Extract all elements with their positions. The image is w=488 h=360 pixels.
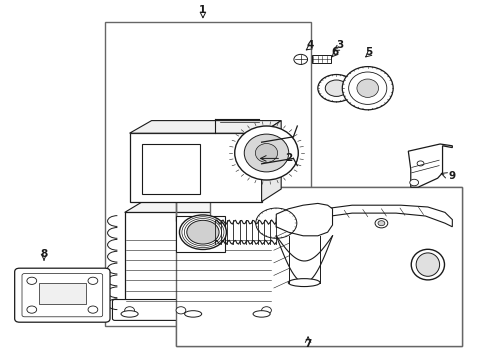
Circle shape bbox=[374, 219, 387, 228]
Ellipse shape bbox=[255, 144, 277, 162]
Circle shape bbox=[293, 54, 307, 64]
Text: 6: 6 bbox=[331, 47, 338, 57]
Circle shape bbox=[186, 220, 219, 244]
FancyBboxPatch shape bbox=[22, 274, 102, 317]
Ellipse shape bbox=[415, 253, 439, 276]
Text: 5: 5 bbox=[365, 47, 372, 57]
Bar bbox=[142, 144, 200, 194]
Ellipse shape bbox=[288, 279, 319, 287]
Polygon shape bbox=[129, 121, 281, 133]
Polygon shape bbox=[273, 196, 290, 304]
Circle shape bbox=[176, 307, 185, 314]
Polygon shape bbox=[129, 133, 261, 202]
Ellipse shape bbox=[410, 249, 444, 280]
FancyBboxPatch shape bbox=[112, 300, 285, 320]
Circle shape bbox=[88, 306, 98, 313]
Ellipse shape bbox=[356, 79, 378, 98]
Ellipse shape bbox=[253, 311, 270, 317]
Ellipse shape bbox=[184, 311, 201, 317]
Ellipse shape bbox=[121, 311, 138, 317]
Circle shape bbox=[325, 80, 347, 96]
Bar bbox=[311, 55, 330, 63]
Polygon shape bbox=[124, 212, 273, 304]
Ellipse shape bbox=[342, 67, 392, 110]
Polygon shape bbox=[261, 121, 281, 202]
Ellipse shape bbox=[234, 126, 298, 180]
Circle shape bbox=[377, 221, 384, 226]
Ellipse shape bbox=[348, 72, 386, 104]
Polygon shape bbox=[176, 187, 461, 346]
Polygon shape bbox=[276, 205, 451, 228]
Polygon shape bbox=[407, 144, 451, 187]
Text: 8: 8 bbox=[41, 249, 47, 259]
Circle shape bbox=[27, 306, 37, 313]
Text: 3: 3 bbox=[336, 40, 343, 50]
Polygon shape bbox=[124, 196, 290, 212]
Circle shape bbox=[124, 307, 134, 314]
Bar bbox=[39, 283, 85, 304]
Circle shape bbox=[27, 277, 37, 284]
Text: 7: 7 bbox=[304, 339, 311, 349]
Bar bbox=[176, 216, 224, 252]
Text: 2: 2 bbox=[285, 153, 291, 163]
Text: 9: 9 bbox=[448, 171, 455, 181]
Circle shape bbox=[261, 307, 271, 314]
Text: 4: 4 bbox=[306, 40, 314, 50]
Bar bbox=[105, 22, 310, 326]
Circle shape bbox=[88, 277, 98, 284]
Bar bbox=[176, 187, 461, 346]
Circle shape bbox=[409, 179, 418, 186]
Polygon shape bbox=[276, 203, 332, 236]
Circle shape bbox=[416, 161, 423, 166]
Circle shape bbox=[317, 75, 354, 102]
FancyBboxPatch shape bbox=[15, 268, 110, 322]
Circle shape bbox=[179, 215, 226, 249]
Ellipse shape bbox=[244, 134, 288, 172]
Text: 1: 1 bbox=[199, 5, 206, 15]
